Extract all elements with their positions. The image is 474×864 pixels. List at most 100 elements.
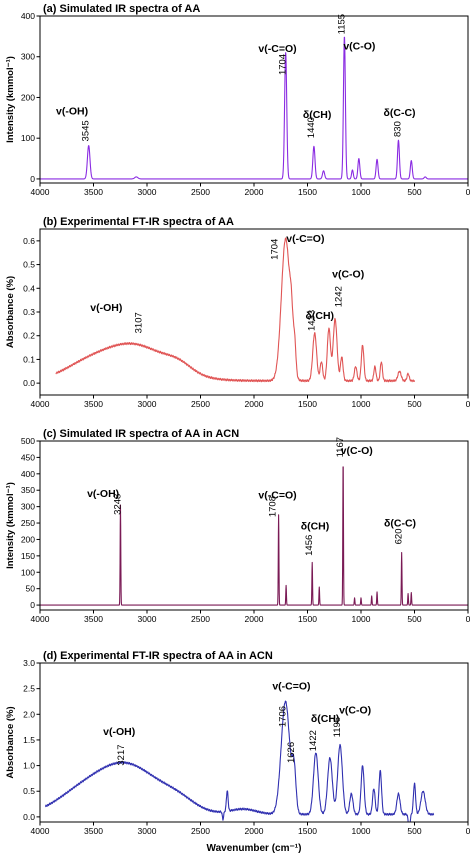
y-tick-label: 450 (21, 452, 35, 462)
x-tick-label: 2000 (245, 187, 264, 197)
y-tick-label: 0 (30, 600, 35, 610)
x-axis-label: Wavenumber (cm⁻¹) (207, 843, 302, 854)
peak-label: 1433 (307, 310, 318, 331)
x-tick-label: 1000 (352, 399, 371, 409)
x-tick-label: 3500 (84, 614, 103, 624)
band-assignment-label: δ(CH) (306, 310, 335, 322)
y-tick-label: 1.0 (23, 761, 35, 771)
y-tick-label: 400 (21, 11, 35, 21)
x-tick-label: 0 (466, 614, 471, 624)
band-assignment-label: δ(CH) (303, 109, 332, 121)
peak-label: 1456 (304, 535, 315, 556)
panel-title: (b) Experimental FT-IR spectra of AA (43, 216, 234, 228)
y-tick-label: 100 (21, 133, 35, 143)
x-tick-label: 3500 (84, 826, 103, 836)
plot-frame (39, 15, 469, 184)
y-tick-label: 350 (21, 485, 35, 495)
y-tick-label: 0 (30, 174, 35, 184)
x-tick-label: 2500 (191, 399, 210, 409)
plot-frame (39, 662, 469, 823)
x-tick-label: 4000 (31, 399, 50, 409)
band-assignment-label: δ(CH) (301, 521, 330, 533)
band-assignment-label: v(-C=O) (258, 489, 296, 501)
peak-label: 1422 (308, 730, 319, 751)
x-tick-label: 4000 (31, 614, 50, 624)
panel-d: (d) Experimental FT-IR spectra of AA in … (5, 650, 471, 854)
x-tick-label: 1500 (298, 187, 317, 197)
x-tick-label: 1500 (298, 826, 317, 836)
spectrum-series-line (55, 237, 416, 383)
peak-label: 3217 (116, 744, 127, 765)
x-tick-label: 1000 (352, 826, 371, 836)
y-tick-label: 200 (21, 534, 35, 544)
peak-label: 1708 (267, 496, 278, 517)
panel-title: (d) Experimental FT-IR spectra of AA in … (43, 650, 273, 662)
panel-b: (b) Experimental FT-IR spectra of AA 4000… (5, 216, 471, 409)
peak-label: 3107 (134, 312, 145, 333)
peak-label: 1626 (286, 742, 297, 763)
y-tick-label: 150 (21, 551, 35, 561)
x-tick-label: 3500 (84, 399, 103, 409)
y-tick-label: 0.5 (23, 786, 35, 796)
y-tick-label: 0.6 (23, 236, 35, 246)
band-assignment-label: v(C-O) (332, 269, 364, 281)
x-tick-label: 1500 (298, 399, 317, 409)
y-axis-label: Intensity (kmmol⁻¹) (5, 56, 16, 143)
band-assignment-label: v(C-O) (343, 40, 375, 52)
y-tick-label: 300 (21, 502, 35, 512)
x-tick-label: 2000 (245, 826, 264, 836)
y-tick-label: 0.1 (23, 354, 35, 364)
band-assignment-label: v(C-O) (341, 445, 373, 457)
y-tick-label: 0.2 (23, 331, 35, 341)
y-tick-label: 0.4 (23, 283, 35, 293)
x-tick-label: 1500 (298, 614, 317, 624)
x-tick-label: 500 (407, 614, 421, 624)
y-tick-label: 200 (21, 92, 35, 102)
peak-label: 1440 (306, 117, 317, 138)
y-tick-label: 0.5 (23, 260, 35, 270)
band-assignment-label: δ(C-C) (384, 517, 416, 529)
band-assignment-label: δ(C-C) (384, 107, 416, 119)
y-tick-label: 300 (21, 52, 35, 62)
x-tick-label: 500 (407, 399, 421, 409)
spectrum-series-line (45, 700, 435, 823)
x-tick-label: 3000 (138, 614, 157, 624)
x-tick-label: 3000 (138, 187, 157, 197)
band-assignment-label: v(-C=O) (286, 233, 324, 245)
y-axis-label: Intensity (kmmol⁻¹) (5, 482, 16, 569)
band-assignment-label: δ(CH) (311, 713, 340, 725)
x-tick-label: 1000 (352, 614, 371, 624)
x-tick-label: 3500 (84, 187, 103, 197)
peak-label: 3248 (112, 494, 123, 515)
panel-title: (c) Simulated IR spectra of AA in ACN (43, 428, 239, 440)
x-tick-label: 3000 (138, 399, 157, 409)
band-assignment-label: v(-C=O) (258, 43, 296, 55)
x-tick-label: 0 (466, 826, 471, 836)
band-assignment-label: v(-OH) (90, 302, 122, 314)
y-axis-label: Absorbance (%) (5, 276, 16, 348)
peak-label: 1704 (278, 54, 289, 75)
x-tick-label: 2000 (245, 399, 264, 409)
spectrum-series-line (39, 36, 469, 180)
y-tick-label: 500 (21, 436, 35, 446)
peak-label: 1196 (332, 717, 343, 737)
y-tick-label: 2.0 (23, 709, 35, 719)
x-tick-label: 1000 (352, 187, 371, 197)
y-tick-label: 0.3 (23, 307, 35, 317)
x-tick-label: 4000 (31, 826, 50, 836)
x-tick-label: 2500 (191, 187, 210, 197)
y-tick-label: 2.5 (23, 684, 35, 694)
panel-a: (a) Simulated IR spectra of AA 400 0 3500 30… (5, 3, 471, 197)
peak-label: 620 (394, 529, 405, 545)
x-tick-label: 2000 (245, 614, 264, 624)
y-tick-label: 0.0 (23, 378, 35, 388)
y-tick-label: 3.0 (23, 658, 35, 668)
band-assignment-label: v(-C=O) (272, 681, 310, 693)
y-axis-label: Absorbance (%) (5, 706, 16, 778)
peak-label: 1706 (277, 706, 288, 727)
x-tick-label: 3000 (138, 826, 157, 836)
panel-c: (c) Simulated IR spectra of AA in ACN 400… (5, 428, 471, 624)
band-assignment-label: v(C-O) (339, 704, 371, 716)
panel-title: (a) Simulated IR spectra of AA (43, 3, 200, 15)
y-tick-label: 1.5 (23, 735, 35, 745)
